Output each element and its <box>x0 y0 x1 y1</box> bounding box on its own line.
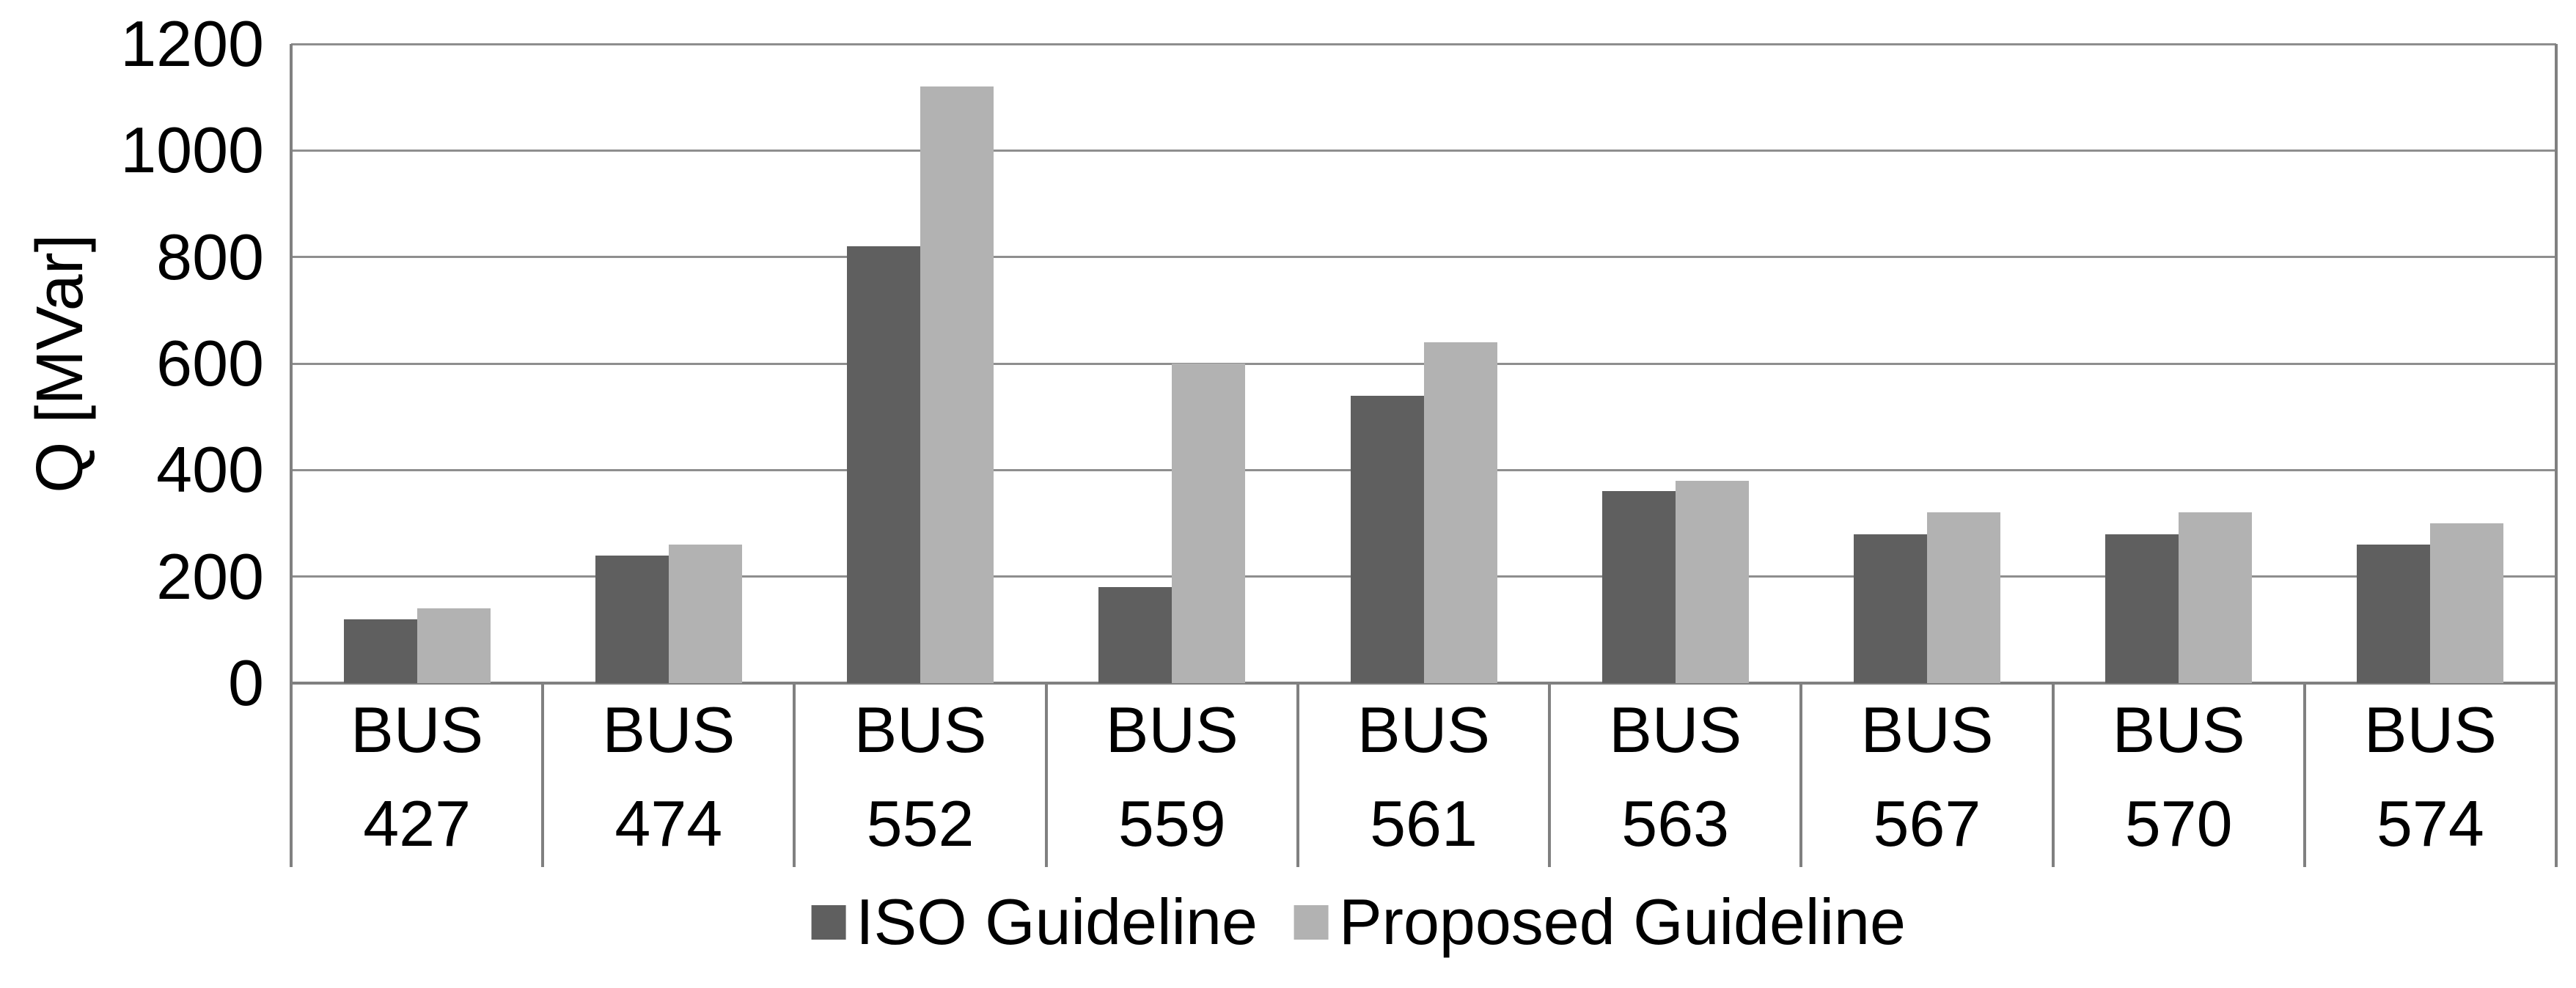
plot-right-border <box>2555 44 2558 867</box>
bar-proposed-guideline <box>668 545 742 683</box>
y-tick-label: 1200 <box>120 7 264 80</box>
x-category-label: BUS 427 <box>291 683 543 882</box>
x-category-label-line: BUS <box>351 693 484 766</box>
category-separator <box>1799 683 1803 867</box>
category-separator <box>1296 683 1299 867</box>
bar-iso-guideline <box>1098 587 1173 683</box>
category-separator <box>1548 683 1552 867</box>
category-separator <box>1044 683 1048 867</box>
legend-item: Proposed Guideline <box>1293 885 1906 959</box>
bar-proposed-guideline <box>2179 512 2253 683</box>
y-axis-line <box>290 44 293 867</box>
category-separator <box>793 683 796 867</box>
category-separator <box>541 683 545 867</box>
gridline <box>291 256 2556 259</box>
x-category-label-line: 559 <box>1118 787 1226 860</box>
bar-iso-guideline <box>2357 545 2431 683</box>
x-category-label: BUS 559 <box>1046 683 1298 882</box>
x-category-label: BUS 474 <box>543 683 794 882</box>
y-tick-label: 200 <box>156 539 264 613</box>
legend-marker-icon <box>811 904 846 940</box>
bar-proposed-guideline <box>2430 523 2504 683</box>
y-tick-label: 600 <box>156 327 264 399</box>
bar-iso-guideline <box>2105 534 2179 683</box>
bar-iso-guideline <box>1350 395 1424 683</box>
bar-proposed-guideline <box>1675 480 1749 683</box>
bar-proposed-guideline <box>1926 512 2000 683</box>
x-category-label-line: BUS <box>1860 693 1994 766</box>
x-category-label-line: BUS <box>602 693 735 766</box>
x-category-label: BUS 567 <box>1801 683 2052 882</box>
legend-marker-icon <box>1293 904 1329 940</box>
bar-iso-guideline <box>1601 491 1676 683</box>
x-category-label: BUS 563 <box>1549 683 1801 882</box>
x-category-label-line: BUS <box>1105 693 1239 766</box>
x-category-label-line: 567 <box>1873 787 1981 860</box>
x-category-label-line: 570 <box>2124 787 2233 860</box>
gridline <box>291 682 2556 685</box>
bar-iso-guideline <box>847 246 921 683</box>
x-category-label-line: 574 <box>2376 787 2484 860</box>
bar-proposed-guideline <box>1423 342 1497 683</box>
bar-iso-guideline <box>595 555 669 683</box>
x-category-label-line: 552 <box>866 787 975 860</box>
legend: ISO Guideline Proposed Guideline <box>811 885 1906 959</box>
category-separator <box>2051 683 2055 867</box>
x-category-label-line: BUS <box>2112 693 2245 766</box>
bar-proposed-guideline <box>417 608 491 683</box>
bar-proposed-guideline <box>920 86 994 683</box>
legend-item: ISO Guideline <box>811 885 1258 959</box>
category-separator <box>2302 683 2306 867</box>
x-category-label-line: BUS <box>2363 693 2497 766</box>
legend-label: ISO Guideline <box>856 885 1258 958</box>
x-category-label: BUS 561 <box>1298 683 1549 882</box>
y-tick-label: 0 <box>228 646 264 719</box>
bar-iso-guideline <box>1853 534 1927 683</box>
x-category-label-line: 427 <box>363 787 471 860</box>
x-category-label: BUS 574 <box>2305 683 2556 882</box>
x-category-label: BUS 570 <box>2053 683 2305 882</box>
y-tick-label: 1000 <box>120 114 264 187</box>
bar-proposed-guideline <box>1172 364 1246 683</box>
gridline <box>291 43 2556 45</box>
x-category-label-line: BUS <box>1357 693 1490 766</box>
legend-label: Proposed Guideline <box>1338 885 1906 958</box>
x-category-label-line: 474 <box>614 787 723 860</box>
bar-iso-guideline <box>343 619 417 683</box>
gridline <box>291 149 2556 152</box>
x-category-label: BUS 552 <box>794 683 1046 882</box>
x-category-label-line: BUS <box>854 693 987 766</box>
x-category-label-line: 563 <box>1621 787 1730 860</box>
x-category-label-line: BUS <box>1609 693 1742 766</box>
x-category-label-line: 561 <box>1370 787 1478 860</box>
y-tick-label: 400 <box>156 433 264 506</box>
y-tick-label: 800 <box>156 220 264 293</box>
